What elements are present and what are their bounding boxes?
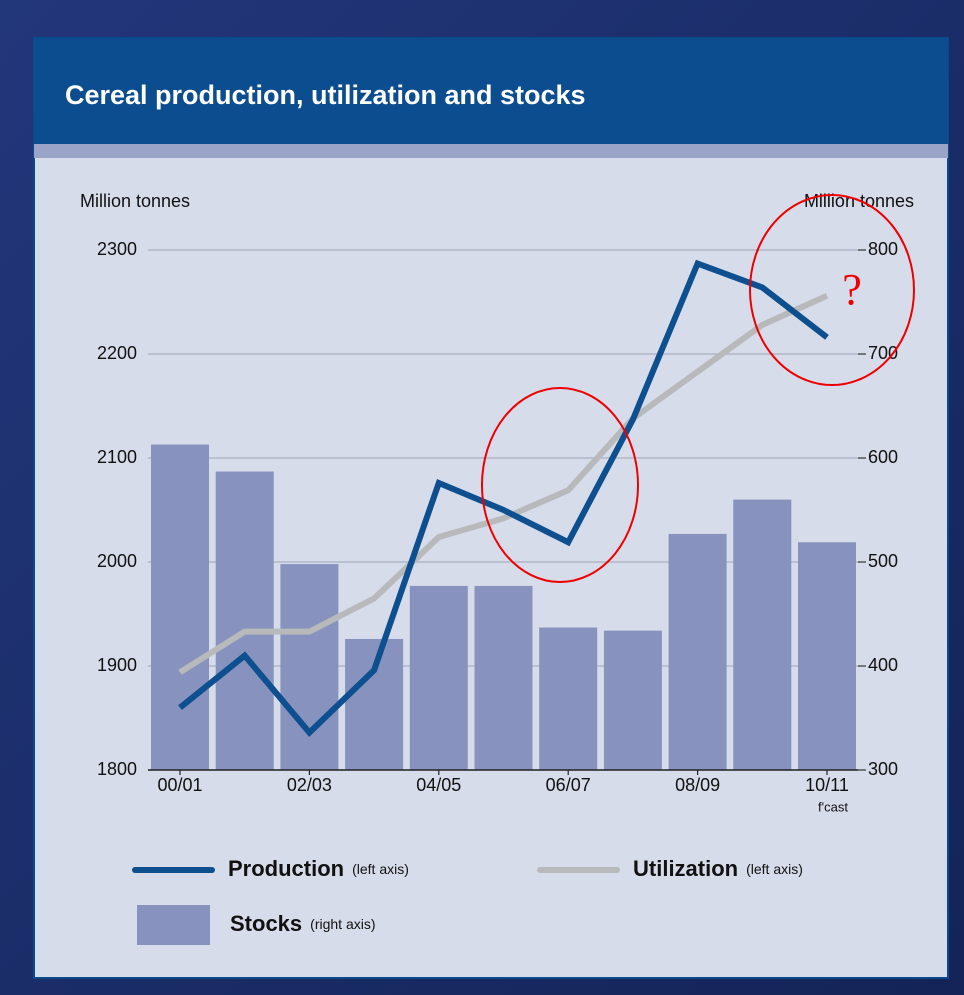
- legend: Stocks (right axis) Utilization (left axis)…: [132, 856, 803, 945]
- legend-note: (right axis): [310, 916, 375, 932]
- x-tick-label: 00/01: [157, 775, 202, 795]
- legend-label: Utilization (left axis): [633, 856, 803, 881]
- bar: [409, 585, 468, 770]
- header-strip: [34, 144, 948, 158]
- chart-title: Cereal production, utilization and stock…: [65, 80, 586, 110]
- legend-name: Production: [228, 856, 344, 881]
- header: [34, 38, 948, 144]
- x-tick-label: 10/11: [805, 775, 849, 795]
- legend-note: (left axis): [746, 861, 803, 877]
- y-tick-label: 2100: [97, 447, 137, 467]
- x-tick-label: 08/09: [675, 775, 720, 795]
- legend-note: (left axis): [352, 861, 409, 877]
- legend-label: Production (left axis): [228, 856, 409, 881]
- bar: [798, 542, 856, 770]
- y-tick-label: 2300: [97, 239, 137, 259]
- y2-tick-label: 400: [868, 655, 898, 675]
- legend-name: Utilization: [633, 856, 738, 881]
- y-tick-label: 2200: [97, 343, 137, 363]
- annotation: ?: [842, 265, 862, 314]
- bar: [345, 638, 404, 770]
- y2-tick-label: 500: [868, 551, 898, 571]
- highlight-circle: [481, 387, 639, 583]
- legend-label: Stocks (right axis): [230, 911, 376, 936]
- marks: [151, 259, 856, 770]
- bar: [603, 630, 662, 770]
- bar: [733, 499, 792, 770]
- bar: [215, 471, 274, 770]
- y-tick-label: 2000: [97, 551, 137, 571]
- axes: 1800190020002100220023003004005006007008…: [97, 239, 898, 815]
- line: [178, 259, 829, 737]
- bar: [151, 444, 209, 770]
- legend-name: Stocks: [230, 911, 302, 936]
- y-tick-label: 1800: [97, 759, 137, 779]
- bar: [539, 627, 598, 770]
- y2-tick-label: 600: [868, 447, 898, 467]
- y2-tick-label: 800: [868, 239, 898, 259]
- y-axis-label: Million tonnes: [80, 191, 190, 211]
- bar: [668, 533, 727, 770]
- bar: [280, 564, 339, 770]
- x-tick-label: 04/05: [416, 775, 461, 795]
- bar: [474, 585, 533, 770]
- x-tick-label: 06/07: [546, 775, 591, 795]
- y2-tick-label: 300: [868, 759, 898, 779]
- legend-swatch: [137, 905, 210, 945]
- y-tick-label: 1900: [97, 655, 137, 675]
- line: [178, 293, 829, 675]
- highlight-circle: [749, 194, 915, 386]
- category-note: f'cast: [818, 799, 848, 814]
- x-tick-label: 02/03: [287, 775, 332, 795]
